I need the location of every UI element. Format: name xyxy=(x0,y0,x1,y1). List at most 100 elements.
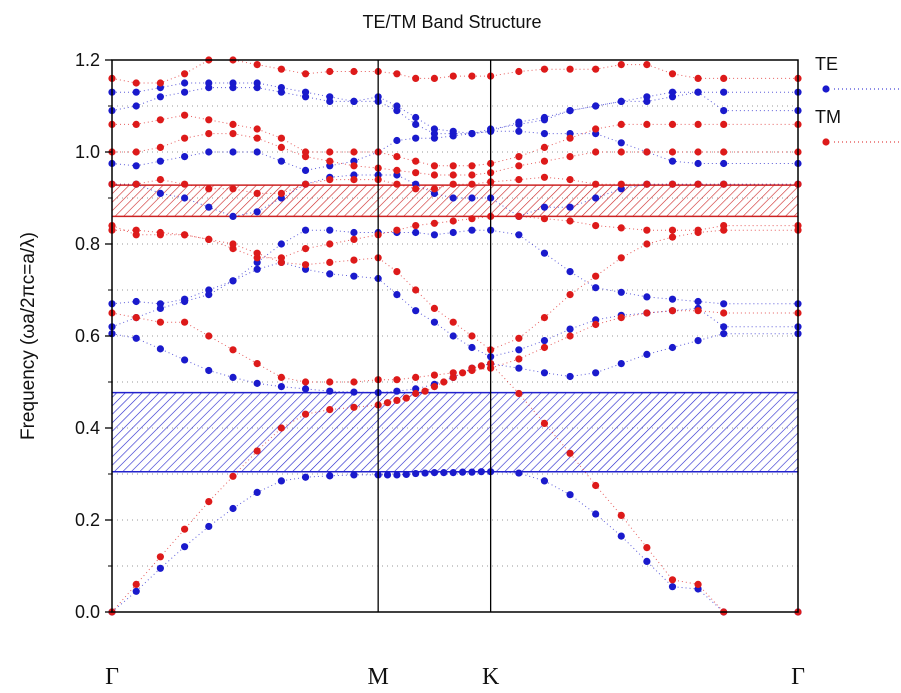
k-point-label: Γ xyxy=(791,664,805,688)
te-data-point xyxy=(694,159,702,168)
tm-data-point xyxy=(229,185,237,193)
tm-data-point xyxy=(277,424,285,432)
te-data-point xyxy=(540,203,549,211)
te-data-point xyxy=(515,346,523,354)
te-data-point xyxy=(668,583,677,591)
te-data-point xyxy=(277,84,285,92)
tm-data-point xyxy=(540,143,549,151)
tm-data-point xyxy=(412,185,420,193)
te-data-point xyxy=(421,469,429,477)
tm-data-point xyxy=(694,226,702,234)
tm-data-point xyxy=(720,74,728,82)
tm-data-point xyxy=(393,376,401,384)
te-data-point xyxy=(326,387,334,395)
te-data-point xyxy=(205,79,213,87)
band-gap-te xyxy=(112,392,798,472)
tm-data-point xyxy=(515,153,523,161)
tm-data-point xyxy=(477,362,485,370)
te-data-point xyxy=(668,343,677,352)
tm-data-point xyxy=(449,369,457,377)
tm-data-point xyxy=(566,291,574,299)
tm-data-point xyxy=(205,498,213,506)
te-data-point xyxy=(253,79,261,87)
tm-data-point xyxy=(617,224,625,232)
tm-data-point xyxy=(440,378,448,386)
te-data-point xyxy=(720,159,728,168)
tm-data-point xyxy=(515,334,523,342)
te-data-point xyxy=(205,366,213,375)
tm-data-point xyxy=(326,406,334,414)
te-data-point xyxy=(253,148,261,156)
tm-data-point xyxy=(412,169,420,177)
tm-data-point xyxy=(430,371,439,379)
tm-data-point xyxy=(350,256,358,264)
y-axis-label: Frequency (ωa/2πc=a/λ) xyxy=(18,232,39,440)
te-data-point xyxy=(643,293,651,301)
tm-data-point xyxy=(430,185,439,193)
tm-data-point xyxy=(181,525,189,533)
tm-data-point xyxy=(694,580,702,589)
tm-data-point xyxy=(301,245,310,253)
te-data-point xyxy=(468,468,476,476)
tm-data-point xyxy=(449,162,457,170)
tm-data-point xyxy=(468,171,476,179)
tm-data-point xyxy=(617,254,625,262)
te-data-point xyxy=(449,469,457,477)
te-data-point xyxy=(720,88,728,96)
tm-data-point xyxy=(643,180,651,188)
tm-data-point xyxy=(393,268,401,276)
tm-data-point xyxy=(393,226,401,234)
te-data-point xyxy=(156,157,164,165)
te-data-point xyxy=(668,295,677,303)
tm-data-point xyxy=(449,180,457,188)
te-data-point xyxy=(393,291,401,299)
te-data-point xyxy=(253,488,261,496)
tm-data-point xyxy=(617,314,625,322)
te-data-point xyxy=(515,469,523,477)
te-data-point xyxy=(301,226,310,234)
tm-band-line-2 xyxy=(111,310,798,383)
te-data-point xyxy=(515,120,523,128)
tm-data-point xyxy=(430,304,439,312)
te-data-point xyxy=(643,557,651,566)
tm-data-point xyxy=(350,67,358,76)
tm-band-line-1 xyxy=(111,363,798,613)
tm-band-line-8 xyxy=(111,59,798,84)
tm-data-point xyxy=(566,217,574,225)
y-tick-label: 0.0 xyxy=(75,602,100,622)
te-data-point xyxy=(350,228,358,237)
tm-data-point xyxy=(205,130,213,138)
tm-data-point xyxy=(326,67,334,76)
tm-data-point xyxy=(430,219,439,227)
tm-data-point xyxy=(430,383,439,391)
tm-data-point xyxy=(468,180,476,188)
tm-data-point xyxy=(350,176,358,184)
te-data-point xyxy=(181,88,189,96)
legend-marker-tm xyxy=(822,138,830,146)
te-data-point xyxy=(449,228,457,237)
te-data-point xyxy=(430,130,439,138)
te-data-point xyxy=(277,383,285,391)
tm-data-point xyxy=(592,272,600,280)
tm-data-point xyxy=(515,212,523,220)
te-data-point xyxy=(393,387,401,395)
te-data-point xyxy=(181,153,189,161)
tm-data-point xyxy=(326,148,334,156)
tm-data-point xyxy=(412,157,420,165)
k-point-label: M xyxy=(367,664,388,688)
tm-data-point xyxy=(468,332,476,340)
tm-data-point xyxy=(643,226,651,234)
tm-data-point xyxy=(540,343,549,352)
te-data-point xyxy=(412,469,420,478)
te-data-point xyxy=(617,139,625,147)
tm-data-point xyxy=(181,70,189,78)
tm-data-point xyxy=(421,387,429,395)
tm-data-point xyxy=(515,389,523,398)
tm-data-point xyxy=(694,74,702,82)
te-data-point xyxy=(350,388,358,396)
tm-data-point xyxy=(643,61,651,69)
tm-data-point xyxy=(515,176,523,184)
tm-data-point xyxy=(350,235,358,243)
tm-data-point xyxy=(720,222,728,230)
legend-label-te: TE xyxy=(815,54,838,74)
